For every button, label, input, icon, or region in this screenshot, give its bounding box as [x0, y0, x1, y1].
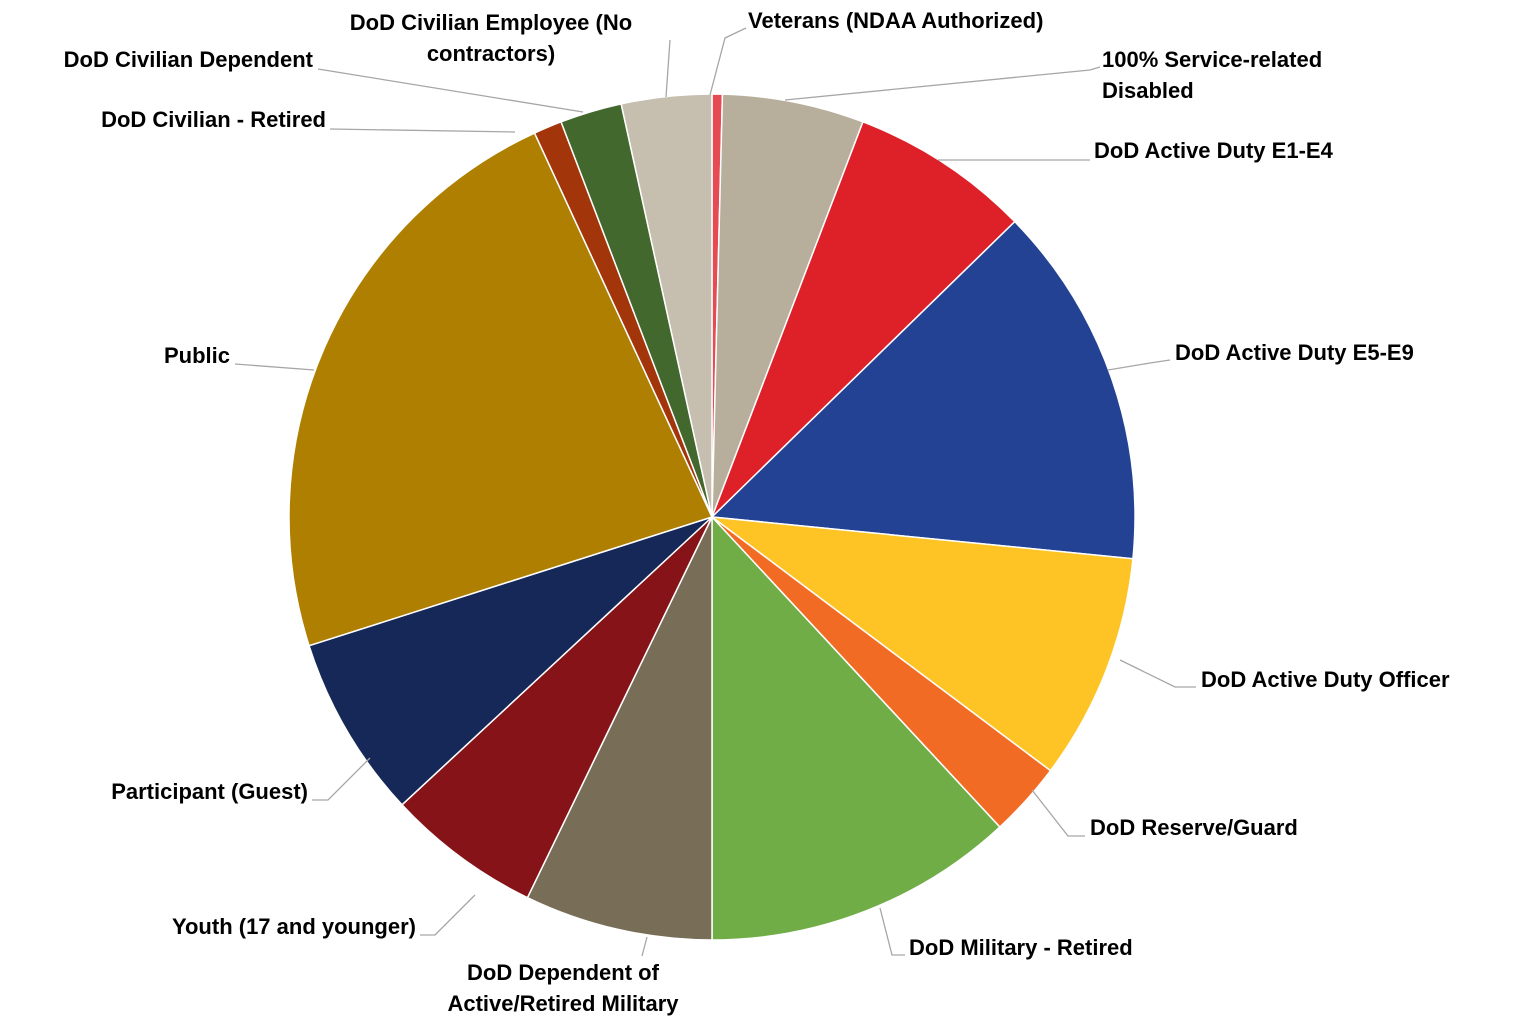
pie-slice-7	[526, 516, 713, 941]
leader-line-0	[709, 27, 747, 96]
leader-line-10	[234, 363, 315, 371]
leader-line-13	[665, 39, 671, 98]
slice-label-line: DoD Active Duty Officer	[1201, 667, 1450, 692]
slice-label-5: DoD Reserve/Guard	[1090, 815, 1298, 840]
leader-line-5	[1031, 789, 1085, 837]
pie-slice-9	[308, 516, 713, 806]
slice-label-line: Public	[164, 343, 230, 368]
leader-line-9	[312, 757, 371, 801]
slice-label-4: DoD Active Duty Officer	[1201, 667, 1450, 692]
slice-label-line: Veterans (NDAA Authorized)	[748, 8, 1043, 33]
leader-line-1	[784, 66, 1101, 101]
slice-label-line: Participant (Guest)	[111, 779, 308, 804]
slice-label-line: DoD Active Duty E5-E9	[1175, 340, 1414, 365]
slice-label-0: Veterans (NDAA Authorized)	[748, 8, 1043, 33]
slice-label-7: DoD Dependent of Active/Retired Military	[447, 960, 679, 1016]
leader-line-4	[1119, 659, 1196, 688]
slice-label-line: contractors)	[427, 41, 555, 66]
pie-slice-10	[288, 132, 714, 647]
slice-label-10: Public	[164, 343, 230, 368]
slice-label-line: DoD Civilian Dependent	[64, 47, 314, 72]
pie-slice-3	[710, 220, 1136, 560]
pie-slice-4	[709, 515, 1134, 772]
slice-label-2: DoD Active Duty E1-E4	[1094, 138, 1334, 163]
slice-label-line: 100% Service-related	[1102, 47, 1322, 72]
slice-label-line: DoD Military - Retired	[909, 935, 1133, 960]
slice-label-13: DoD Civilian Employee (No contractors)	[350, 10, 632, 66]
slice-label-12: DoD Civilian Dependent	[64, 47, 314, 72]
slice-label-9: Participant (Guest)	[111, 779, 308, 804]
slice-label-line: DoD Civilian - Retired	[101, 107, 326, 132]
slice-label-line: Disabled	[1102, 78, 1194, 103]
pie-slices	[288, 93, 1136, 941]
slice-label-11: DoD Civilian - Retired	[101, 107, 326, 132]
slice-label-line: DoD Reserve/Guard	[1090, 815, 1298, 840]
leader-line-8	[420, 894, 476, 936]
pie-slice-6	[711, 515, 1001, 941]
slice-labels: Veterans (NDAA Authorized) 100% Service-r…	[64, 8, 1450, 1016]
slice-label-3: DoD Active Duty E5-E9	[1175, 340, 1414, 365]
pie-slice-8	[400, 516, 713, 899]
pie-slice-2	[711, 120, 1016, 518]
leader-line-3	[1107, 359, 1171, 371]
leader-lines	[234, 27, 1196, 957]
leader-line-7	[641, 936, 648, 957]
slice-label-8: Youth (17 and younger)	[172, 914, 416, 939]
leader-line-12	[317, 68, 584, 113]
slice-label-line: Youth (17 and younger)	[172, 914, 416, 939]
slice-label-line: DoD Dependent of	[467, 960, 660, 985]
slice-label-6: DoD Military - Retired	[909, 935, 1133, 960]
slice-label-line: DoD Civilian Employee (No	[350, 10, 632, 35]
slice-label-1: 100% Service-related Disabled	[1102, 47, 1322, 103]
leader-line-11	[329, 128, 516, 133]
slice-label-line: DoD Active Duty E1-E4	[1094, 138, 1334, 163]
slice-label-line: Active/Retired Military	[447, 991, 679, 1016]
pie-slice-1	[711, 93, 864, 518]
leader-line-6	[879, 907, 905, 956]
